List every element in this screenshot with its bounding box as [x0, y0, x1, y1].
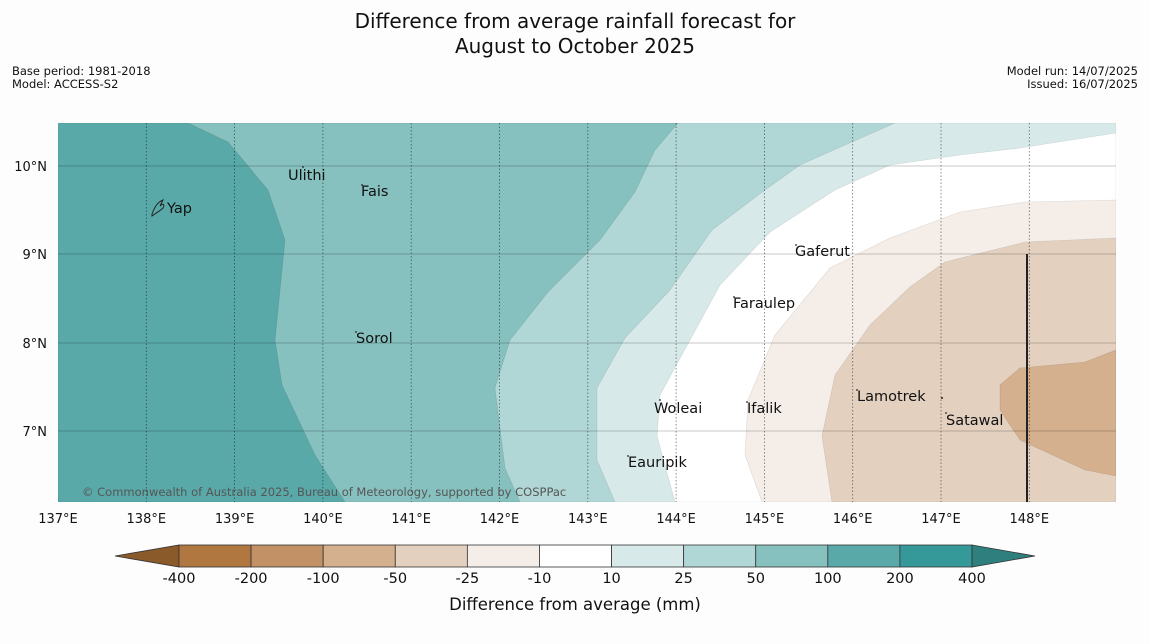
lon-label: 148°E	[1010, 512, 1050, 527]
colorbar-segment	[539, 544, 612, 568]
lat-label: 7°N	[23, 425, 48, 440]
colorbar-tick-label: 50	[747, 571, 765, 587]
island-dot	[856, 389, 858, 391]
lat-label: 10°N	[14, 160, 47, 175]
lon-label: 138°E	[127, 512, 167, 527]
colorbar-segment	[899, 544, 973, 568]
place-label-woleai: Woleai	[654, 401, 702, 417]
island-dots	[302, 166, 947, 457]
colorbar-segment	[178, 544, 252, 568]
colorbar-tick-label: -10	[528, 571, 552, 587]
place-label-fais: Fais	[361, 184, 388, 200]
copyright-credit: © Commonwealth of Australia 2025, Bureau…	[82, 485, 566, 499]
island-dot	[795, 244, 797, 246]
colorbar-high-extend	[971, 544, 1036, 568]
colorbar-tick-label: -200	[235, 571, 268, 587]
colorbar-segment	[466, 544, 540, 568]
lon-label: 139°E	[215, 512, 255, 527]
place-label-sorol: Sorol	[356, 331, 393, 347]
island-dot	[302, 166, 304, 168]
lon-label: 137°E	[38, 512, 78, 527]
colorbar-tick-label: 10	[602, 571, 620, 587]
place-label-ulithi: Ulithi	[288, 168, 326, 184]
colorbar-low-extend	[114, 544, 180, 568]
island-dot	[361, 184, 363, 186]
model-run-text: Model run: 14/07/2025	[1006, 64, 1138, 78]
colorbar-tick-label: 100	[814, 571, 842, 587]
longitude-gridlines	[145, 123, 1030, 502]
map-title: Difference from average rainfall forecas…	[0, 9, 1150, 59]
place-label-satawal: Satawal	[946, 413, 1003, 429]
colorbar-segment	[394, 544, 468, 568]
title-line-1: Difference from average rainfall forecas…	[354, 9, 796, 33]
lon-label: 143°E	[568, 512, 608, 527]
island-markers	[151, 166, 947, 457]
lat-label: 9°N	[23, 248, 48, 263]
island-dot	[945, 412, 947, 414]
lon-label: 144°E	[656, 512, 696, 527]
base-period-info: Base period: 1981-2018 Model: ACCESS-S2	[12, 65, 151, 91]
zone-minus-50-to-100-mm	[999, 349, 1116, 477]
zone-200-to-400-mm	[58, 123, 346, 502]
colorbar-segment	[827, 544, 901, 568]
colorbar-tick-label: -400	[163, 571, 196, 587]
place-labels: Yap Ulithi Fais Gaferut Faraulep Sorol Woleai I…	[166, 168, 1003, 471]
colorbar	[114, 544, 1036, 568]
lat-label: 8°N	[23, 337, 48, 352]
colorbar-tick-label: 400	[958, 571, 986, 587]
colorbar-title: Difference from average (mm)	[449, 595, 701, 614]
island-dot	[355, 331, 357, 333]
lon-label: 147°E	[921, 512, 961, 527]
colorbar-segment	[755, 544, 829, 568]
colorbar-labels: -400 -200 -100 -50 -25 -10 10 25 50 100 200 400	[163, 571, 986, 587]
model-text: Model: ACCESS-S2	[12, 77, 119, 91]
place-label-lamotrek: Lamotrek	[857, 389, 926, 405]
island-dot	[941, 397, 943, 399]
colorbar-tick-label: -100	[307, 571, 340, 587]
longitude-labels: 137°E 138°E 139°E 140°E 141°E 142°E 143°E 144°E…	[38, 512, 1049, 527]
place-label-faraulep: Faraulep	[733, 296, 795, 312]
colorbar-tick-label: 200	[886, 571, 914, 587]
island-dot	[733, 296, 735, 298]
yap-island-shape	[151, 199, 165, 217]
island-dot	[659, 399, 661, 401]
lon-label: 146°E	[833, 512, 873, 527]
lon-label: 142°E	[480, 512, 520, 527]
colorbar-segment	[683, 544, 757, 568]
place-label-eauripik: Eauripik	[628, 455, 687, 471]
title-line-2: August to October 2025	[454, 34, 696, 58]
issued-text: Issued: 16/07/2025	[1027, 77, 1138, 91]
colorbar-segment	[250, 544, 324, 568]
colorbar-tick-label: -25	[456, 571, 480, 587]
lon-label: 145°E	[745, 512, 785, 527]
lon-label: 140°E	[303, 512, 343, 527]
colorbar-tick-label: -50	[383, 571, 407, 587]
rainfall-map-area	[58, 123, 1116, 502]
latitude-labels: 10°N 9°N 8°N 7°N	[14, 160, 47, 440]
colorbar-tick-label: 25	[674, 571, 692, 587]
place-label-ifalik: Ifalik	[747, 401, 782, 417]
island-dot	[627, 455, 629, 457]
lon-label: 141°E	[391, 512, 431, 527]
model-run-info: Model run: 14/07/2025 Issued: 16/07/2025	[1007, 65, 1138, 91]
colorbar-segment	[322, 544, 396, 568]
colorbar-segment	[611, 544, 685, 568]
place-label-yap: Yap	[166, 201, 192, 217]
place-label-gaferut: Gaferut	[795, 244, 850, 260]
base-period-text: Base period: 1981-2018	[12, 64, 151, 78]
island-dot	[746, 401, 748, 403]
